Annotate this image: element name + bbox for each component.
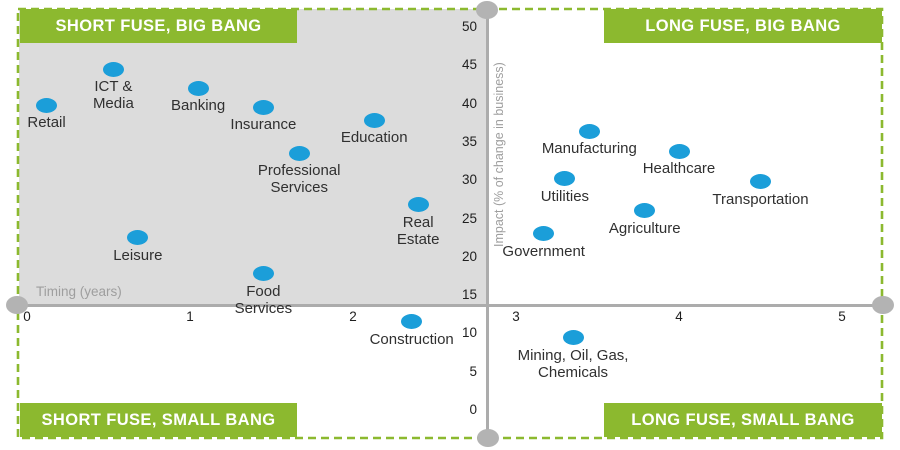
data-point-agriculture xyxy=(634,203,656,219)
data-point-label-manufacturing: Manufacturing xyxy=(541,140,637,158)
y-tick-label: 40 xyxy=(461,95,477,111)
axis-endpoint-top-icon xyxy=(476,1,498,19)
y-tick-label: 0 xyxy=(469,402,477,417)
quadrant-banner-top-left: SHORT FUSE, BIG BANG xyxy=(20,9,297,43)
data-point-construction xyxy=(401,314,423,330)
data-point-label-mining-oil-gas-chemicals: Mining, Oil, Gas, Chemicals xyxy=(517,346,629,381)
data-point-label-professional-services: Professional Services xyxy=(257,162,341,197)
quadrant-banner-top-left-label: SHORT FUSE, BIG BANG xyxy=(55,16,262,35)
quadrant-banner-bottom-left: SHORT FUSE, SMALL BANG xyxy=(20,403,297,437)
data-point-mining-oil-gas-chemicals xyxy=(562,330,584,346)
quadrant-banner-top-right-label: LONG FUSE, BIG BANG xyxy=(645,16,841,35)
x-tick-label: 5 xyxy=(838,309,846,324)
data-point-label-construction: Construction xyxy=(369,330,454,348)
axis-endpoint-bottom-icon xyxy=(477,429,499,447)
y-tick-label: 15 xyxy=(461,287,477,303)
data-point-food-services xyxy=(252,266,274,282)
data-point-government xyxy=(533,226,555,242)
quadrant-banner-bottom-left-label: SHORT FUSE, SMALL BANG xyxy=(41,410,276,429)
x-axis-title: Timing (years) xyxy=(36,284,122,299)
data-point-ict-media xyxy=(102,61,124,77)
data-point-label-transportation: Transportation xyxy=(712,190,809,208)
x-tick-label: 4 xyxy=(675,309,683,324)
axis-endpoint-right-icon xyxy=(872,296,894,314)
y-tick-label: 30 xyxy=(461,172,477,188)
quadrant-banner-bottom-right-label: LONG FUSE, SMALL BANG xyxy=(631,410,855,429)
y-tick-label: 50 xyxy=(461,19,477,34)
x-tick-label: 0 xyxy=(23,309,31,324)
data-point-label-banking: Banking xyxy=(171,97,226,115)
data-point-label-education: Education xyxy=(340,129,408,147)
y-tick-label: 45 xyxy=(461,57,477,73)
quadrant-banner-bottom-right: LONG FUSE, SMALL BANG xyxy=(604,403,882,437)
data-point-label-healthcare: Healthcare xyxy=(642,160,716,178)
data-point-label-leisure: Leisure xyxy=(113,246,163,264)
x-axis-line xyxy=(17,303,883,307)
data-point-label-retail: Retail xyxy=(27,114,66,132)
data-point-label-agriculture: Agriculture xyxy=(608,219,681,237)
data-point-professional-services xyxy=(288,145,310,161)
data-point-education xyxy=(363,112,385,128)
data-point-label-utilities: Utilities xyxy=(540,187,590,205)
data-point-label-government: Government xyxy=(502,242,585,260)
y-tick-label: 5 xyxy=(469,363,477,379)
data-point-real-estate xyxy=(407,197,429,213)
data-point-utilities xyxy=(554,171,576,187)
x-tick-label: 3 xyxy=(512,309,520,324)
data-point-label-food-services: Food Services xyxy=(234,282,293,317)
data-point-manufacturing xyxy=(578,123,600,139)
quadrant-banner-top-right: LONG FUSE, BIG BANG xyxy=(604,9,882,43)
